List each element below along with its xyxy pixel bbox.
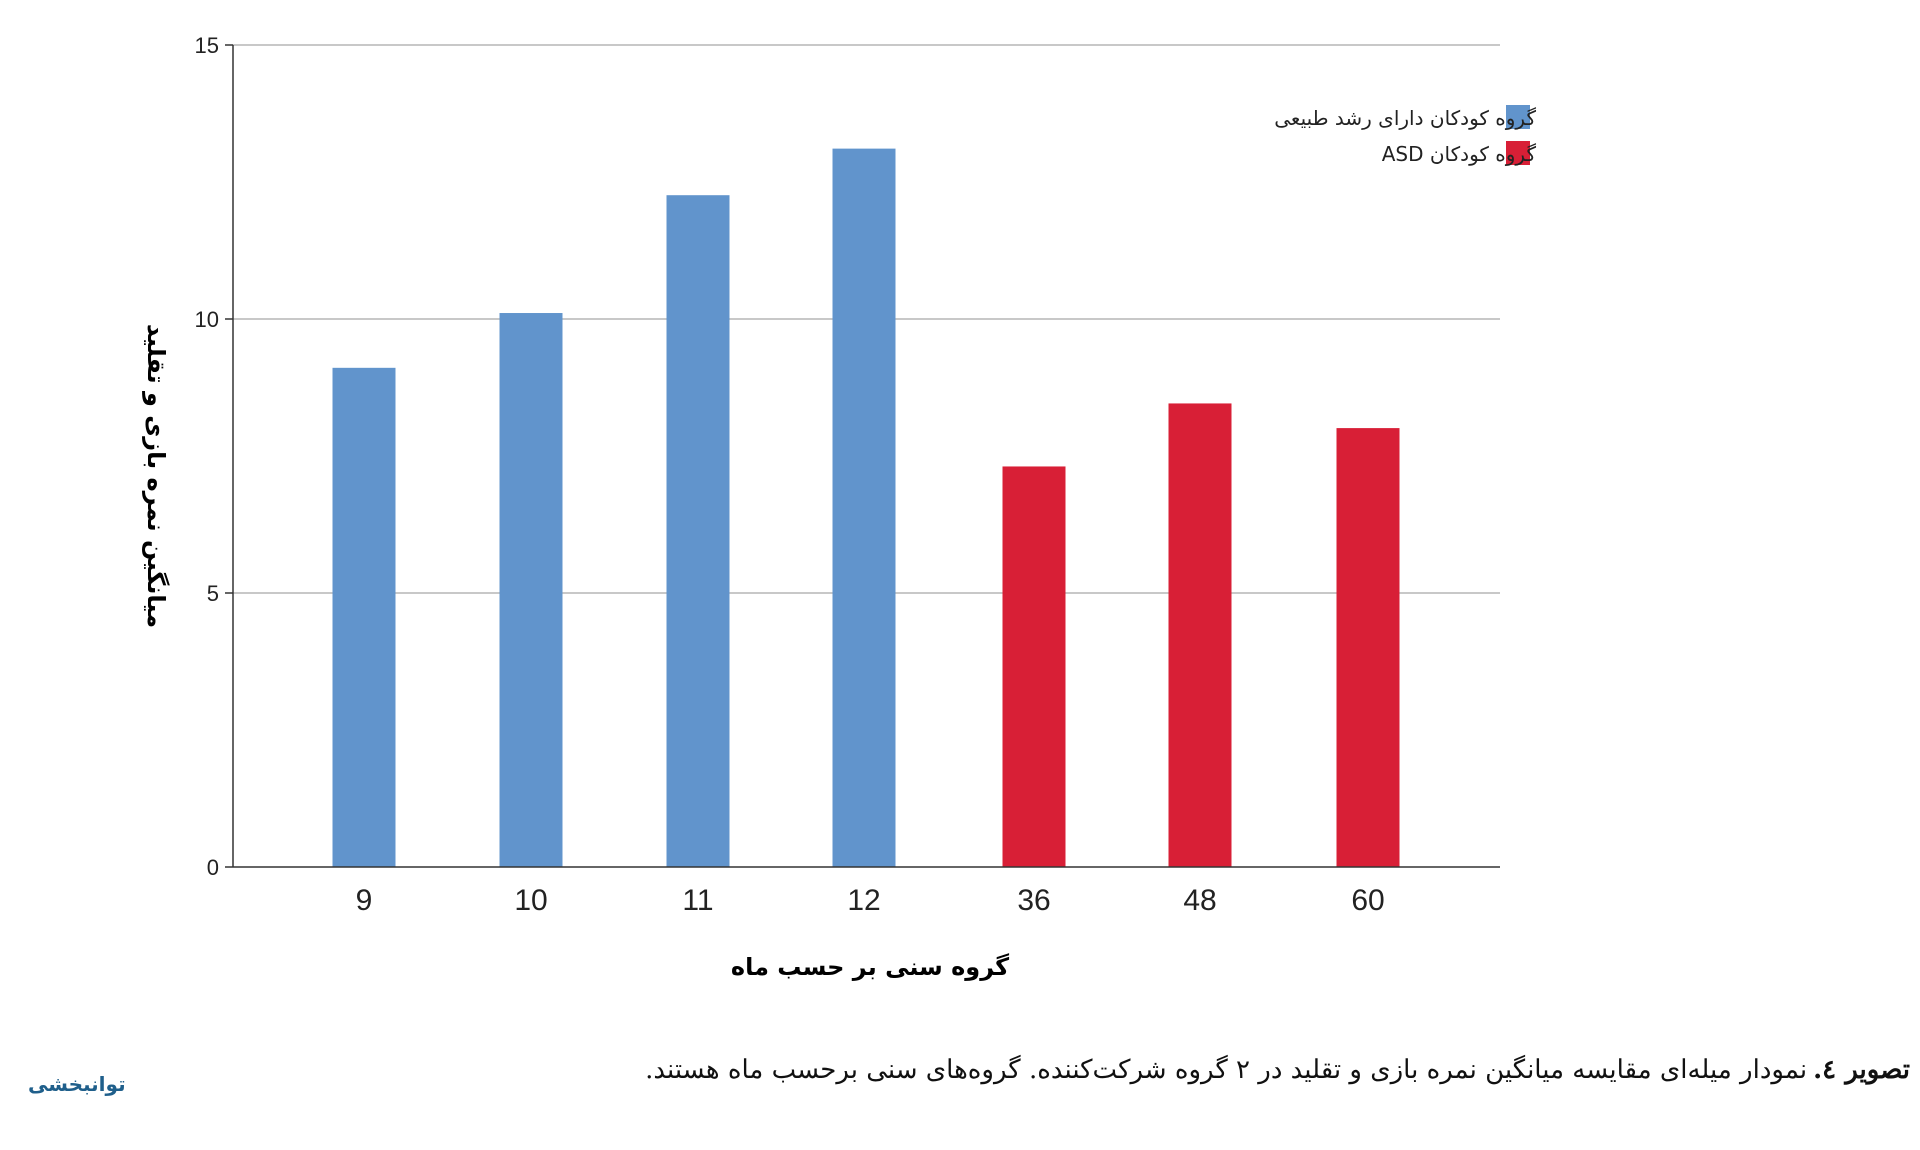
x-axis-label: گروه سنی بر حسب ماه [731, 953, 1009, 981]
legend-swatch [1506, 105, 1530, 129]
y-tick-label: 0 [207, 855, 219, 880]
bar-12-series-1 [832, 148, 896, 868]
bar-11-series-1 [666, 195, 730, 868]
legend: گروه کودکان دارای رشد طبیعی گروه کودکان A… [1274, 105, 1536, 166]
journal-logo: توانبخشی [28, 1072, 126, 1096]
x-tick-label: 36 [1017, 884, 1050, 917]
caption-label: تصویر ٤. [1813, 1055, 1910, 1085]
y-tick-label: 5 [207, 581, 219, 606]
legend-label: گروه کودکان ASD [1382, 142, 1537, 166]
caption-text: نمودار میله‌ای مقایسه میانگین نمره بازی … [645, 1055, 1808, 1085]
x-tick-label: 10 [514, 884, 547, 917]
y-tick-label: 15 [195, 33, 219, 58]
x-axis-ticks: 9 10 11 12 36 48 60 [356, 884, 1385, 917]
x-tick-label: 9 [356, 884, 373, 917]
x-tick-label: 12 [847, 884, 880, 917]
x-tick-label: 60 [1351, 884, 1384, 917]
figure-caption: تصویر ٤.نمودار میله‌ای مقایسه میانگین نم… [310, 1050, 1910, 1090]
bar-chart: 0 5 10 15 9 10 11 12 36 48 60 میانگین نمره بازی و… [142, 33, 1536, 981]
bars [332, 148, 1400, 868]
bar-48-series-2 [1168, 403, 1232, 868]
bar-36-series-2 [1002, 466, 1066, 868]
y-tick-label: 10 [195, 307, 219, 332]
bar-60-series-2 [1336, 428, 1400, 868]
bar-9-series-1 [332, 367, 396, 868]
legend-swatch [1506, 141, 1530, 165]
y-axis-label: میانگین نمره بازی و تقلید [142, 324, 170, 628]
x-tick-label: 48 [1183, 884, 1216, 917]
legend-label: گروه کودکان دارای رشد طبیعی [1274, 106, 1536, 130]
bar-10-series-1 [499, 313, 563, 868]
x-tick-label: 11 [682, 884, 713, 917]
y-axis-ticks: 0 5 10 15 [195, 33, 233, 880]
